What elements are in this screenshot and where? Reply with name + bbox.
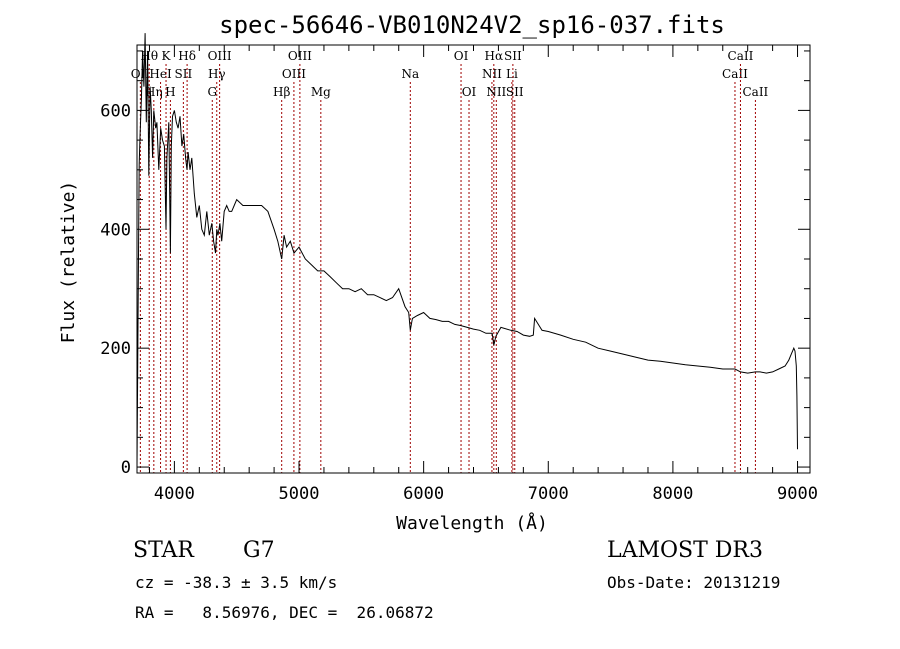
object-class: STAR <box>133 538 194 563</box>
emission-line-label: Na <box>401 67 419 81</box>
emission-line-label: Hβ <box>273 85 290 99</box>
y-axis-label: Flux (relative) <box>58 181 79 344</box>
emission-line-label: H <box>165 85 175 99</box>
emission-line-label: G <box>207 85 217 99</box>
survey-label: LAMOST DR3 <box>607 538 763 563</box>
emission-line-label: Hα <box>485 49 504 63</box>
x-tick-label: 9000 <box>777 484 818 504</box>
plot-frame <box>136 44 811 474</box>
y-tick-label: 400 <box>100 220 131 240</box>
emission-line-label: SII <box>504 49 522 63</box>
obs-date: Obs-Date: 20131219 <box>607 573 781 592</box>
emission-line-label: OI <box>454 49 469 63</box>
emission-line-label: SII <box>506 85 524 99</box>
emission-line-label: Mg <box>311 85 331 99</box>
subclass: G7 <box>243 538 275 563</box>
emission-line-label: OIII <box>282 67 306 81</box>
emission-line-label: Li <box>506 67 518 81</box>
x-tick-label: 4000 <box>154 484 195 504</box>
emission-line-label: Hγ <box>208 67 226 81</box>
x-tick-label: 5000 <box>279 484 320 504</box>
y-tick-label: 600 <box>100 101 131 121</box>
redshift-text: cz = -38.3 ± 3.5 km/s <box>135 573 338 592</box>
emission-line-label: OIII <box>208 49 232 63</box>
emission-line-label: K <box>162 49 172 63</box>
x-tick-label: 8000 <box>652 484 693 504</box>
emission-lines: OIIHθHηHeIKHSIIHδGHγOIIIHβOIIIOIIIMgNaOI… <box>131 49 769 473</box>
emission-line-label: CaII <box>728 49 754 63</box>
y-tick-label: 200 <box>100 339 131 359</box>
emission-line-label: Hη <box>145 85 163 99</box>
spectrum-line <box>136 33 798 468</box>
emission-line-label: NII <box>482 67 502 81</box>
x-tick-label: 6000 <box>403 484 444 504</box>
chart-title: spec-56646-VB010N24V2_sp16-037.fits <box>219 11 725 39</box>
axis-ticks: 4000 5000 6000 7000 8000 9000 0 200 400 600 <box>100 45 818 504</box>
x-tick-label: 7000 <box>528 484 569 504</box>
emission-line-label: OI <box>462 85 477 99</box>
emission-line-label: SII <box>175 67 193 81</box>
y-tick-label: 0 <box>121 458 131 478</box>
emission-line-label: CaII <box>742 85 768 99</box>
coordinates-text: RA = 8.56976, DEC = 26.06872 <box>135 603 434 622</box>
emission-line-label: HeI <box>149 67 172 81</box>
emission-line-label: CaII <box>722 67 748 81</box>
emission-line-label: OIII <box>288 49 312 63</box>
x-axis-label: Wavelength (Å) <box>396 512 548 534</box>
emission-line-label: NII <box>486 85 506 99</box>
emission-line-label: Hδ <box>178 49 196 63</box>
